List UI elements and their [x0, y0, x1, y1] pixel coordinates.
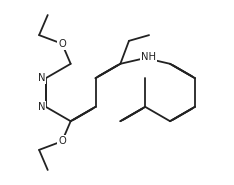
Text: O: O [58, 136, 66, 146]
Text: N: N [38, 73, 45, 83]
Text: N: N [38, 102, 45, 112]
Text: NH: NH [141, 52, 156, 62]
Text: O: O [58, 39, 66, 49]
